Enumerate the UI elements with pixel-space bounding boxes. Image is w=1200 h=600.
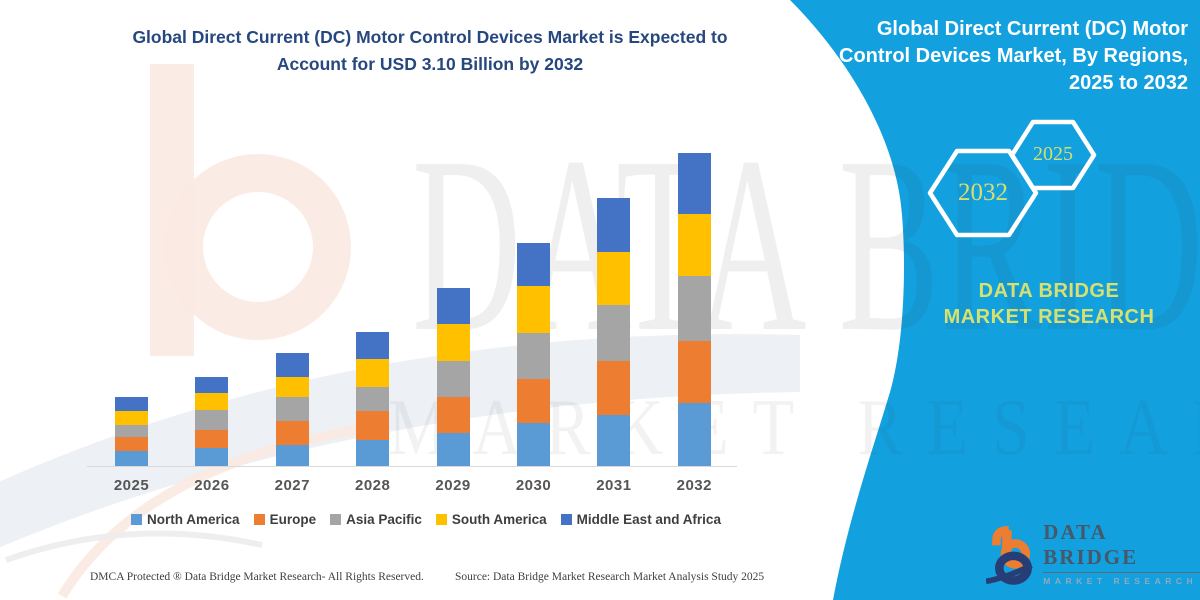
page-title-line1: Global Direct Current (DC) Motor Control… — [132, 27, 728, 47]
legend-item-north-america: North America — [131, 512, 240, 527]
legend-label-north-america: North America — [147, 512, 240, 527]
dmca-text: DMCA Protected ® Data Bridge Market Rese… — [90, 571, 424, 583]
bar-segment-2032-middle-east-and-africa — [677, 153, 711, 214]
x-axis-label-2027: 2027 — [274, 477, 310, 494]
side-panel-title-line1: Global Direct Current (DC) Motor — [876, 18, 1188, 40]
bar-segment-2029-middle-east-and-africa — [436, 288, 470, 324]
side-panel-title-line3: 2025 to 2032 — [1069, 72, 1188, 94]
page-title: Global Direct Current (DC) Motor Control… — [90, 24, 770, 78]
side-panel-title-line2: Control Devices Market, By Regions, — [839, 45, 1188, 67]
logo-wordmark: DATA BRIDGE MARKET RESEARCH — [1043, 520, 1200, 586]
hexagon-2032-label: 2032 — [958, 179, 1008, 206]
x-axis-label-2032: 2032 — [676, 477, 712, 494]
legend-item-europe: Europe — [253, 512, 317, 527]
legend-swatch-asia-pacific — [330, 514, 342, 525]
legend-swatch-middle-east-and-africa — [560, 514, 572, 525]
side-panel-title: Global Direct Current (DC) Motor Control… — [838, 16, 1188, 97]
logo-sub-text: MARKET RESEARCH — [1043, 576, 1198, 586]
chart-legend: North America Europe Asia Pacific South Ame… — [95, 512, 757, 527]
legend-item-asia-pacific: Asia Pacific — [330, 512, 422, 527]
bar-segment-2031-south-america — [597, 251, 631, 306]
hexagon-2025-label: 2025 — [1033, 143, 1073, 165]
x-axis-label-2026: 2026 — [194, 477, 230, 494]
legend-label-south-america: South America — [451, 512, 547, 527]
bar-segment-2032-asia-pacific — [677, 276, 711, 341]
bar-segment-2032-south-america — [677, 213, 711, 277]
x-axis-label-2025: 2025 — [113, 477, 150, 494]
legend-swatch-south-america — [435, 514, 447, 525]
logo-d-swoosh — [986, 562, 1033, 585]
source-text: Source: Data Bridge Market Research Mark… — [455, 571, 765, 583]
data-bridge-logo: DATA BRIDGE MARKET RESEARCH — [986, 520, 1200, 586]
legend-label-europe: Europe — [269, 512, 317, 527]
legend-swatch-north-america — [131, 514, 143, 525]
legend-swatch-europe — [253, 514, 265, 525]
legend-label-middle-east-and-africa: Middle East and Africa — [576, 512, 721, 527]
legend-item-middle-east-and-africa: Middle East and Africa — [560, 512, 721, 527]
legend-item-south-america: South America — [435, 512, 547, 527]
page-title-line2: Account for USD 3.10 Billion by 2032 — [276, 54, 584, 75]
x-axis-label-2029: 2029 — [435, 477, 471, 494]
legend-label-asia-pacific: Asia Pacific — [346, 512, 422, 527]
bar-segment-2030-middle-east-and-africa — [517, 242, 550, 287]
bar-segment-2031-middle-east-and-africa — [597, 198, 631, 252]
side-panel-shape — [790, 0, 1200, 600]
brand-text: DATA BRIDGE MARKET RESEARCH — [943, 280, 1155, 328]
bar-segment-2030-south-america — [517, 286, 550, 333]
x-axis-label-2028: 2028 — [355, 477, 391, 494]
x-axis-label-2031: 2031 — [596, 477, 632, 494]
logo-name-text: DATA BRIDGE — [1043, 520, 1200, 573]
data-bridge-logo-icon — [986, 525, 1033, 585]
x-axis-label-2030: 2030 — [515, 477, 552, 494]
